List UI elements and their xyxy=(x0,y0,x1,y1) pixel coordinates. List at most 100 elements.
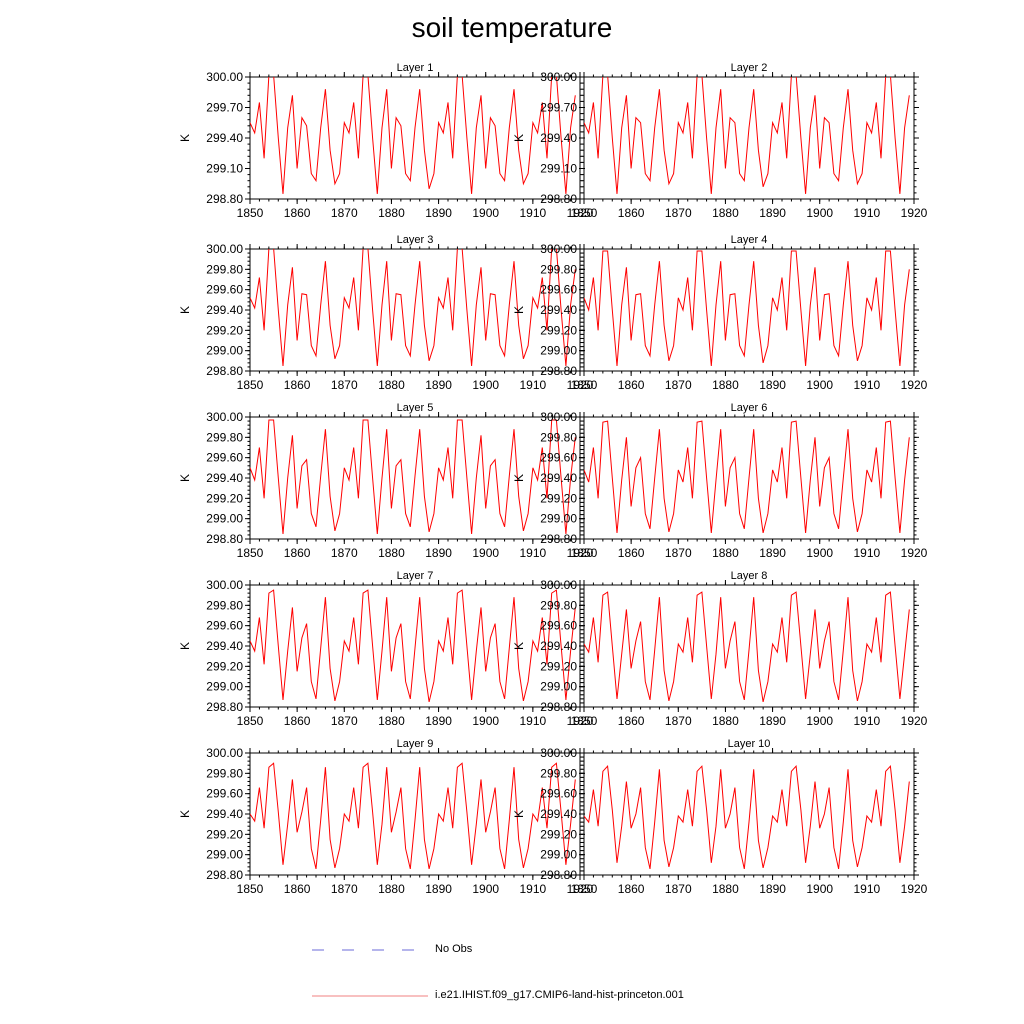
x-tick-label: 1850 xyxy=(237,546,264,560)
x-tick-label: 1890 xyxy=(759,714,786,728)
panel-3: Layer 3 300.00 299.80 299.60 299.40 299.20 299… xyxy=(178,234,594,392)
x-tick-label: 1910 xyxy=(854,714,881,728)
y-tick-label: 300.00 xyxy=(206,242,243,256)
x-tick-label: 1910 xyxy=(520,206,547,220)
y-tick-label: 300.00 xyxy=(540,410,577,424)
x-tick-label: 1910 xyxy=(854,882,881,896)
y-axis-label: K xyxy=(178,642,192,650)
y-tick-label: 298.80 xyxy=(540,700,577,714)
x-tick-label: 1920 xyxy=(567,206,594,220)
x-tick-label: 1870 xyxy=(331,714,358,728)
panel-6: Layer 6 300.00 299.80 299.60 299.40 299.20 299… xyxy=(512,402,928,560)
panel-frame xyxy=(249,752,581,876)
x-tick-label: 1920 xyxy=(901,206,928,220)
panel-title: Layer 3 xyxy=(397,234,434,246)
y-axis-label: K xyxy=(178,810,192,818)
y-tick-label: 298.80 xyxy=(540,364,577,378)
y-tick-label: 298.80 xyxy=(206,700,243,714)
y-tick-label: 299.80 xyxy=(206,766,243,780)
x-tick-label: 1900 xyxy=(806,378,833,392)
panel-title: Layer 8 xyxy=(731,570,768,582)
y-tick-label: 299.80 xyxy=(540,262,577,276)
panel-title: Layer 6 xyxy=(731,402,768,414)
y-tick-label: 299.40 xyxy=(540,131,577,145)
x-tick-label: 1890 xyxy=(425,714,452,728)
x-tick-label: 1900 xyxy=(472,378,499,392)
x-tick-label: 1920 xyxy=(567,378,594,392)
y-tick-label: 300.00 xyxy=(540,70,577,84)
series-line xyxy=(250,419,576,534)
y-tick-label: 299.20 xyxy=(540,491,577,505)
x-tick-label: 1920 xyxy=(901,882,928,896)
y-tick-label: 298.80 xyxy=(540,192,577,206)
x-tick-label: 1850 xyxy=(571,206,598,220)
panel-7: Layer 7 300.00 299.80 299.60 299.40 299.20 299… xyxy=(178,570,594,728)
y-tick-label: 299.40 xyxy=(540,303,577,317)
y-tick-label: 299.40 xyxy=(540,471,577,485)
legend-model-swatch xyxy=(312,995,428,997)
x-tick-label: 1870 xyxy=(331,206,358,220)
y-tick-label: 299.10 xyxy=(540,162,577,176)
y-tick-label: 299.40 xyxy=(206,807,243,821)
x-tick-label: 1870 xyxy=(665,714,692,728)
x-tick-label: 1920 xyxy=(567,714,594,728)
y-tick-label: 299.00 xyxy=(206,344,243,358)
legend-no-obs-swatch xyxy=(312,949,418,951)
x-tick-label: 1860 xyxy=(618,714,645,728)
y-tick-label: 299.70 xyxy=(540,101,577,115)
series-line xyxy=(250,589,576,703)
x-tick-label: 1870 xyxy=(331,546,358,560)
series-line xyxy=(584,77,910,194)
page-title: soil temperature xyxy=(411,12,613,43)
panel-frame xyxy=(583,752,915,876)
x-tick-label: 1880 xyxy=(378,546,405,560)
x-tick-label: 1890 xyxy=(425,882,452,896)
y-tick-label: 300.00 xyxy=(540,746,577,760)
x-tick-label: 1870 xyxy=(665,206,692,220)
y-tick-label: 298.80 xyxy=(206,364,243,378)
y-tick-label: 300.00 xyxy=(540,242,577,256)
panel-4: Layer 4 300.00 299.80 299.60 299.40 299.20 299… xyxy=(512,234,928,392)
x-tick-label: 1860 xyxy=(284,882,311,896)
y-tick-label: 299.00 xyxy=(540,848,577,862)
x-tick-label: 1910 xyxy=(520,882,547,896)
x-tick-label: 1890 xyxy=(425,206,452,220)
y-tick-label: 299.80 xyxy=(206,598,243,612)
x-tick-label: 1870 xyxy=(331,882,358,896)
x-tick-label: 1900 xyxy=(806,882,833,896)
x-tick-label: 1910 xyxy=(520,546,547,560)
panel-title: Layer 7 xyxy=(397,570,434,582)
y-tick-label: 299.60 xyxy=(540,619,577,633)
x-tick-label: 1860 xyxy=(284,714,311,728)
x-tick-label: 1880 xyxy=(712,882,739,896)
series-line xyxy=(584,591,910,703)
y-tick-label: 299.60 xyxy=(540,451,577,465)
panel-5: Layer 5 300.00 299.80 299.60 299.40 299.20 299… xyxy=(178,402,594,560)
x-tick-label: 1910 xyxy=(854,378,881,392)
y-tick-label: 299.40 xyxy=(540,639,577,653)
y-tick-label: 299.00 xyxy=(206,512,243,526)
x-tick-label: 1910 xyxy=(520,378,547,392)
panel-1: Layer 1300.00299.70299.40299.10298.80185… xyxy=(178,62,594,220)
y-tick-label: 299.60 xyxy=(206,619,243,633)
panel-title: Layer 4 xyxy=(731,234,768,246)
panel-title: Layer 2 xyxy=(731,62,768,74)
y-tick-label: 298.80 xyxy=(540,868,577,882)
y-tick-label: 299.20 xyxy=(206,659,243,673)
y-tick-label: 299.00 xyxy=(206,848,243,862)
x-tick-label: 1870 xyxy=(665,546,692,560)
panel-9: Layer 9 300.00 299.80 299.60 299.40 299.20 299… xyxy=(178,738,594,896)
x-tick-label: 1870 xyxy=(665,378,692,392)
y-tick-label: 299.80 xyxy=(206,262,243,276)
x-tick-label: 1880 xyxy=(378,714,405,728)
x-tick-label: 1870 xyxy=(331,378,358,392)
y-tick-label: 299.00 xyxy=(206,680,243,694)
legend-model-label: i.e21.IHIST.f09_g17.CMIP6-land-hist-prin… xyxy=(435,989,684,1001)
y-tick-label: 299.00 xyxy=(540,344,577,358)
x-tick-label: 1880 xyxy=(378,206,405,220)
x-tick-label: 1850 xyxy=(571,378,598,392)
x-tick-label: 1850 xyxy=(571,882,598,896)
x-tick-label: 1910 xyxy=(520,714,547,728)
y-tick-label: 299.40 xyxy=(206,303,243,317)
x-tick-label: 1880 xyxy=(712,546,739,560)
